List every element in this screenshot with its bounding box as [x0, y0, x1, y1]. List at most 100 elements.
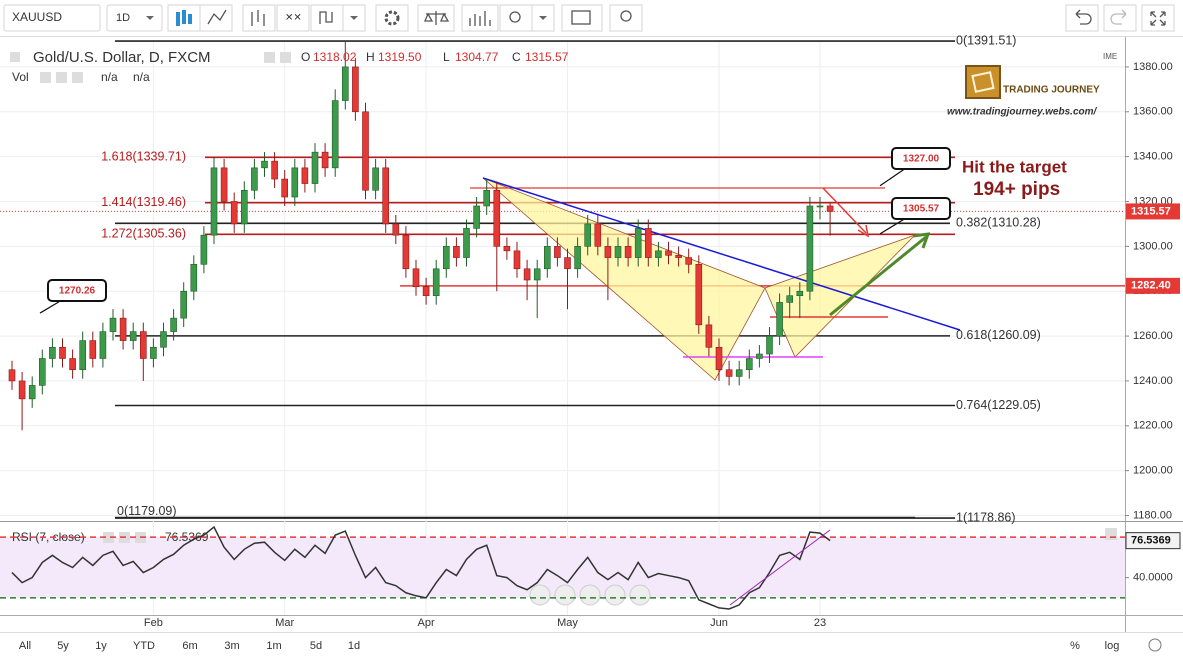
fib-label: 0(1179.09) [117, 504, 177, 518]
candle-body [624, 246, 632, 258]
candle-body [412, 268, 420, 288]
candle-body [291, 167, 299, 198]
star-icon [10, 52, 20, 62]
zoom-out[interactable] [554, 584, 576, 606]
range-button[interactable]: 1d [348, 640, 360, 652]
interval-box[interactable] [106, 4, 163, 32]
undo-button[interactable] [1065, 4, 1099, 32]
candle-body [402, 234, 410, 270]
range-button[interactable]: YTD [133, 640, 155, 652]
more-arrow [350, 16, 358, 20]
scroll-left[interactable] [529, 584, 551, 606]
zoom-in[interactable] [604, 584, 626, 606]
callout-label: 1270.26 [59, 286, 96, 297]
range-button[interactable]: 1y [95, 640, 107, 652]
auto-icon[interactable] [1148, 638, 1162, 652]
interval[interactable]: 1D [116, 12, 130, 24]
pane-close[interactable] [1105, 528, 1117, 540]
candle-body [473, 205, 480, 229]
range-button[interactable]: All [19, 640, 31, 652]
fib-label: 1(1178.86) [956, 510, 1016, 524]
candle-body [301, 167, 309, 184]
legend-o: O [301, 50, 310, 64]
y-tick-label: 1220.00 [1133, 420, 1173, 432]
candle-body [89, 340, 97, 359]
candle-body [210, 167, 218, 236]
fib-label: 0.618(1260.09) [956, 328, 1041, 342]
symbol[interactable]: XAUUSD [12, 10, 62, 24]
scales-icon [424, 11, 450, 25]
symbol-box[interactable] [3, 4, 101, 32]
y-tick-label: 1380.00 [1133, 61, 1173, 73]
rsi-trend [729, 529, 831, 606]
range-button[interactable]: 1m [266, 640, 281, 652]
candle-body [372, 167, 379, 191]
settings-button[interactable] [375, 4, 409, 32]
candle-body [261, 160, 268, 169]
x-tick-label: Feb [144, 617, 163, 629]
candle-body [776, 302, 783, 337]
axis-button[interactable]: % [1070, 640, 1080, 652]
fib-label: 0.764(1229.05) [956, 398, 1041, 412]
kagi-button[interactable] [310, 4, 344, 32]
fib-label: 1.272(1305.36) [101, 227, 186, 241]
redo-button[interactable] [1103, 4, 1137, 32]
vol-value: n/a [133, 70, 150, 84]
fib-label: 1.618(1339.71) [101, 150, 186, 164]
last-price-label: 1315.57 [1131, 205, 1171, 217]
range-button[interactable]: 5d [310, 640, 322, 652]
fullscreen-button[interactable] [1141, 4, 1175, 32]
legend-open: 1318.02 [313, 50, 357, 64]
legend-title: Gold/U.S. Dollar, D, FXCM [33, 49, 211, 66]
range-button[interactable]: 3m [224, 640, 239, 652]
candle-body [160, 331, 167, 348]
rsi-line [11, 525, 831, 610]
candle-body [321, 151, 329, 169]
rsi-title: RSI (7, close) [12, 530, 85, 544]
candle-body [533, 268, 541, 281]
heikin-button[interactable] [242, 4, 276, 32]
candle-body [341, 66, 349, 101]
x-tick-label: 23 [814, 617, 826, 629]
candle-body [442, 246, 450, 270]
legend-close: 1315.57 [525, 50, 569, 64]
snapshot-icon [571, 10, 591, 25]
candle-body [69, 358, 76, 371]
callout-pointer [879, 167, 907, 187]
ideas-button[interactable] [609, 4, 643, 32]
callout-label: 1327.00 [903, 154, 940, 165]
range-button[interactable]: 5y [57, 640, 69, 652]
candle-body [170, 317, 177, 332]
search-button[interactable] [499, 4, 533, 32]
candle-body [392, 223, 400, 236]
legend-l: L [443, 50, 450, 64]
snapshot-button[interactable] [561, 4, 603, 32]
candle-body [705, 324, 713, 348]
axis-button[interactable]: log [1105, 640, 1120, 652]
support-tag-label: 1282.40 [1131, 280, 1171, 292]
candle-body [49, 346, 56, 359]
candle-body [352, 66, 359, 113]
support-tag [1126, 277, 1180, 294]
candle-body [786, 295, 794, 303]
kagi-icon [319, 11, 333, 24]
trend-line [482, 177, 961, 331]
range-button[interactable]: 6m [182, 640, 197, 652]
fib-label: 0.382(1310.28) [956, 216, 1041, 230]
candle-body [271, 160, 278, 180]
y-tick-label: 1340.00 [1133, 151, 1173, 163]
candle-body [281, 178, 289, 198]
search-icon [509, 11, 521, 23]
vol-icon [56, 72, 67, 83]
bars-button[interactable] [199, 4, 233, 32]
candle-body [594, 223, 602, 247]
reset[interactable] [579, 584, 601, 606]
candle-body [8, 369, 16, 382]
fib-label: 0(1391.51) [956, 33, 1016, 47]
candle-body [493, 189, 501, 247]
candle-body [554, 246, 561, 258]
marks [8, 41, 834, 431]
y-tick-label: 1360.00 [1133, 106, 1173, 118]
scroll-right[interactable] [629, 584, 651, 606]
pnf-button[interactable] [276, 4, 310, 32]
